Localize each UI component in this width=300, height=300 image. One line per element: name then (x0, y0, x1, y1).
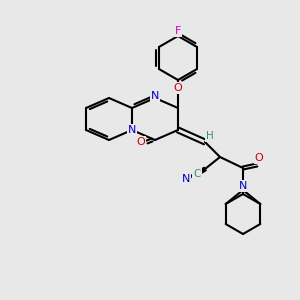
Text: N: N (128, 125, 136, 135)
Text: N: N (151, 91, 159, 101)
Text: O: O (255, 153, 263, 163)
Text: O: O (174, 83, 182, 93)
Text: F: F (175, 26, 181, 36)
Text: H: H (206, 131, 214, 141)
Text: C: C (193, 169, 201, 179)
Text: N: N (239, 181, 247, 191)
Text: N: N (239, 181, 247, 191)
Text: O: O (136, 137, 146, 147)
Text: N: N (182, 174, 190, 184)
